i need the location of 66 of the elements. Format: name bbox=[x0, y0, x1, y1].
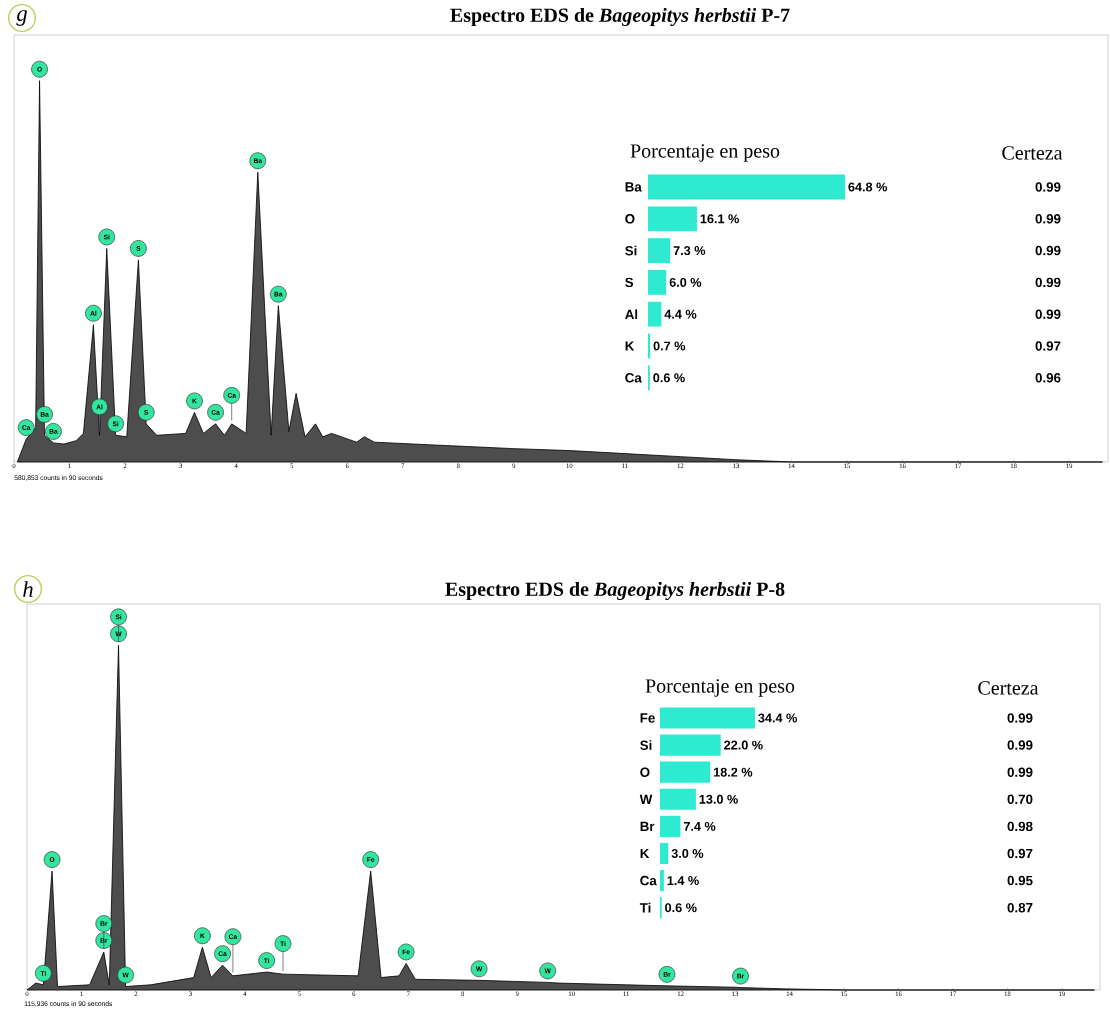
y-tick-label: O bbox=[640, 767, 650, 777]
chart-title: Espectro EDS de Bageopitys herbstii P-7 bbox=[450, 7, 790, 27]
y-tick-label: Ca bbox=[625, 373, 642, 383]
y-tick-label: Ti bbox=[639, 902, 651, 913]
y-tick-label: K bbox=[640, 848, 650, 859]
chart-title: Espectro EDS de Bageopitys herbstii P-8 bbox=[445, 581, 785, 601]
data-label: 18.2 % bbox=[713, 767, 753, 777]
annotation: 0.99 bbox=[1035, 277, 1061, 288]
bar bbox=[660, 870, 664, 892]
y-tick-label: Ba bbox=[625, 182, 642, 192]
data-label: 4.4 % bbox=[664, 309, 697, 319]
annotation: 0.87 bbox=[1007, 902, 1033, 913]
annotation: 0.95 bbox=[1007, 875, 1033, 886]
y-tick-label: O bbox=[625, 214, 635, 224]
data-label: 34.4 % bbox=[758, 713, 797, 723]
annotation: 0.99 bbox=[1007, 767, 1033, 777]
y-tick-label: Br bbox=[640, 821, 655, 831]
text: Certeza bbox=[1002, 146, 1063, 160]
annotation: 0.99 bbox=[1007, 740, 1033, 750]
bar bbox=[660, 815, 681, 837]
y-tick-label: Si bbox=[640, 740, 652, 750]
bar bbox=[648, 238, 671, 263]
annotation: 0.70 bbox=[1007, 794, 1033, 804]
data-label: 0.6 % bbox=[665, 903, 697, 913]
y-tick-label: Fe bbox=[640, 713, 655, 723]
bar bbox=[648, 206, 697, 232]
data-label: 0.7 % bbox=[653, 341, 686, 351]
annotation: 0.99 bbox=[1035, 309, 1061, 319]
text: h bbox=[23, 581, 33, 597]
annotation: 0.98 bbox=[1007, 821, 1033, 832]
text: Certeza bbox=[978, 681, 1039, 695]
bar bbox=[648, 301, 662, 327]
data-label: 0.6 % bbox=[653, 373, 685, 383]
bar bbox=[660, 761, 711, 783]
annotation: 0.99 bbox=[1035, 245, 1061, 256]
y-tick-label: Si bbox=[625, 245, 637, 256]
data-label: 3.0 % bbox=[671, 848, 704, 858]
bar bbox=[660, 734, 721, 756]
y-tick-label: S bbox=[625, 277, 634, 288]
data-label: 64.8 % bbox=[848, 182, 888, 192]
data-label: 13.0 % bbox=[699, 794, 738, 804]
bar bbox=[660, 788, 696, 810]
y-tick-label: Ca bbox=[640, 875, 657, 886]
bar bbox=[648, 174, 845, 200]
chart-title: Porcentaje en peso bbox=[630, 144, 780, 162]
data-label: 22.0 % bbox=[724, 740, 763, 750]
chart-title: Porcentaje en peso bbox=[645, 679, 795, 697]
data-label: 6.0 % bbox=[669, 277, 702, 287]
bar bbox=[660, 707, 755, 729]
annotation: 0.96 bbox=[1035, 373, 1061, 383]
data-label: 1.4 % bbox=[667, 876, 699, 886]
annotation: 0.99 bbox=[1007, 713, 1033, 723]
bar bbox=[648, 269, 667, 295]
data-label: 7.3 % bbox=[673, 246, 706, 256]
data-label: 7.4 % bbox=[683, 821, 716, 831]
y-tick-label: W bbox=[639, 794, 653, 804]
text: g bbox=[16, 10, 28, 26]
bar bbox=[660, 842, 669, 865]
y-tick-label: Al bbox=[625, 309, 638, 320]
bar bbox=[648, 333, 651, 359]
y-tick-label: K bbox=[625, 341, 635, 351]
annotation: 0.99 bbox=[1035, 182, 1061, 192]
annotation: 0.97 bbox=[1035, 341, 1061, 351]
annotation: 0.97 bbox=[1007, 848, 1033, 859]
data-label: 16.1 % bbox=[700, 214, 739, 224]
annotation: 0.99 bbox=[1035, 214, 1061, 224]
